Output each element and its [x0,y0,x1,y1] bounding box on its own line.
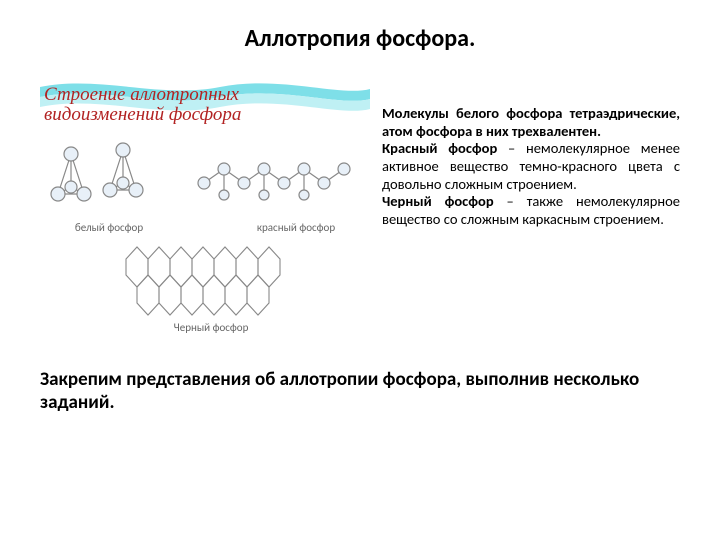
figure-subtitle: Строение аллотропных видоизменений фосфо… [44,85,284,125]
desc-p3-head: Черный фосфор [382,192,494,210]
description-text: Молекулы белого фосфора тетраэдрические,… [382,69,680,229]
red-phosphorus-diagram [196,147,366,217]
white-label: белый фосфор [64,221,154,234]
black-phosphorus-diagram [116,239,306,319]
figure-panel: Строение аллотропных видоизменений фосфо… [40,69,370,329]
footer-text: Закрепим представления об аллотропии фос… [40,369,680,415]
slide: Аллотропия фосфора. Строение аллотропных… [0,0,720,540]
black-label: Черный фосфор [161,321,261,334]
figure-card: Строение аллотропных видоизменений фосфо… [40,69,370,329]
content-row: Строение аллотропных видоизменений фосфо… [40,69,680,329]
white-phosphorus-diagram [46,139,176,221]
diagrams-area: белый фосфор красный фосфор Черный фосфо… [46,135,364,325]
desc-p1: Молекулы белого фосфора тетраэдрические,… [382,104,680,140]
red-label: красный фосфор [246,221,346,234]
desc-p2-head: Красный фосфор [382,139,497,157]
page-title: Аллотропия фосфора. [40,24,680,53]
